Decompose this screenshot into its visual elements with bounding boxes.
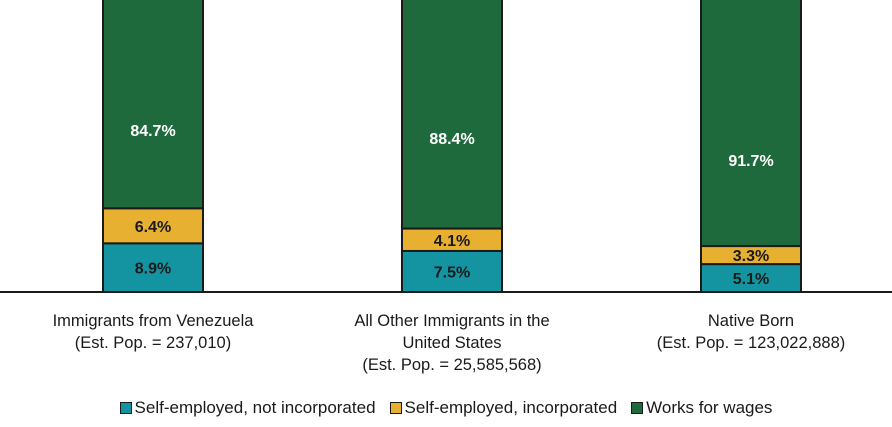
legend-label-works-for-wages: Works for wages bbox=[646, 398, 773, 417]
data-label-other-immigrants-works-for-wages: 88.4% bbox=[429, 131, 474, 148]
category-label-other-immigrants: All Other Immigrants in the United State… bbox=[354, 312, 550, 374]
bar-venezuela-not-incorporated bbox=[102, 242, 204, 293]
legend-item-works-for-wages: Works for wages bbox=[631, 398, 772, 418]
category-label-venezuela: Immigrants from Venezuela (Est. Pop. = 2… bbox=[52, 312, 254, 352]
data-label-venezuela-not-incorporated: 8.9% bbox=[135, 261, 171, 278]
data-label-venezuela-works-for-wages: 84.7% bbox=[130, 123, 175, 140]
legend-swatch-works-for-wages bbox=[631, 402, 644, 414]
legend-item-incorporated: Self-employed, incorporated bbox=[389, 398, 618, 418]
bars-group: 8.9% 6.4% 84.7% 7.5% 4.1% 88.4% 5.1% 3.3% 91.7% bbox=[102, 0, 802, 294]
legend-label-not-incorporated: Self-employed, not incorporated bbox=[134, 398, 376, 417]
data-label-native-born-works-for-wages: 91.7% bbox=[728, 153, 773, 170]
legend-item-not-incorporated: Self-employed, not incorporated bbox=[119, 398, 376, 418]
legend: Self-employed, not incorporated Self-emp… bbox=[0, 398, 892, 418]
category-label-native-born: Native Born (Est. Pop. = 123,022,888) bbox=[656, 312, 846, 352]
legend-swatch-incorporated bbox=[389, 402, 402, 414]
data-label-native-born-incorporated: 3.3% bbox=[733, 248, 769, 265]
bar-native-born-works-for-wages bbox=[700, 0, 802, 248]
data-label-other-immigrants-not-incorporated: 7.5% bbox=[434, 264, 470, 281]
legend-swatch-not-incorporated bbox=[119, 402, 132, 414]
data-label-venezuela-incorporated: 6.4% bbox=[135, 219, 171, 236]
bar-other-immigrants-works-for-wages bbox=[401, 0, 503, 230]
bar-venezuela-works-for-wages bbox=[102, 0, 204, 210]
data-label-native-born-not-incorporated: 5.1% bbox=[733, 271, 769, 288]
legend-label-incorporated: Self-employed, incorporated bbox=[404, 398, 618, 417]
data-label-other-immigrants-incorporated: 4.1% bbox=[434, 233, 470, 250]
